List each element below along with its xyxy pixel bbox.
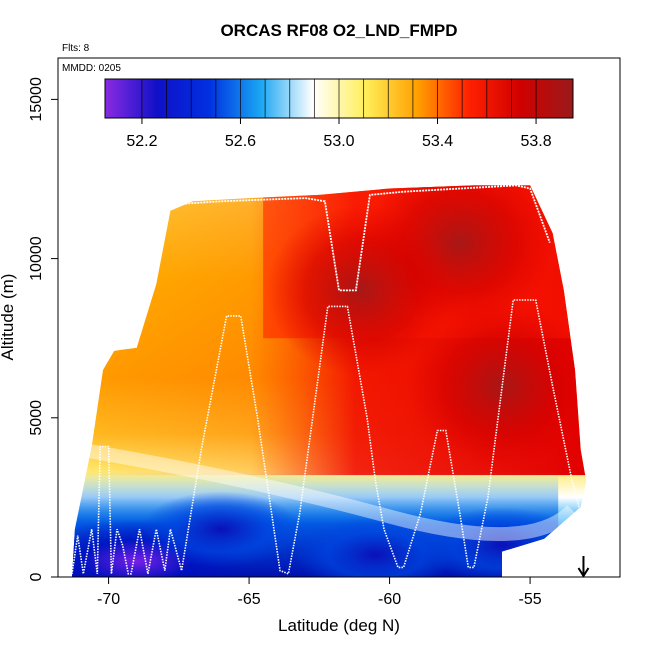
chart-title: ORCAS RF08 O2_LND_FMPD (220, 21, 457, 40)
y-tick-label: 15000 (28, 77, 45, 122)
y-tick-label: 10000 (28, 236, 45, 281)
colorbar-tick-label: 52.2 (126, 133, 157, 150)
field-high-center (266, 205, 457, 376)
colorbar-tick-label: 53.4 (422, 133, 453, 150)
x-axis: -70 -65 -60 -55 (97, 577, 542, 608)
down-arrow-icon (577, 556, 590, 578)
date-note: MMDD: 0205 (62, 63, 121, 74)
x-tick-label: -70 (97, 591, 120, 608)
colorbar-tick-label: 52.6 (225, 133, 256, 150)
y-axis-label: Altitude (m) (0, 274, 17, 361)
heatmap-field (72, 185, 587, 577)
field-low-center (140, 491, 301, 568)
x-tick-label: -65 (238, 591, 261, 608)
plot-frame (57, 57, 621, 578)
field-high-center (406, 300, 587, 471)
y-tick-label: 0 (28, 572, 45, 581)
upper-flight-track-line (170, 184, 551, 292)
colorbar-tick-label: 53.0 (323, 133, 354, 150)
y-axis: 0 5000 10000 15000 (28, 77, 58, 581)
arrow-head (577, 567, 590, 578)
colorbar-divisions (141, 79, 537, 118)
flights-note: Flts: 8 (62, 43, 90, 54)
flight-tracks (65, 184, 582, 575)
flight-track-line (65, 299, 582, 575)
field-low-center (295, 516, 456, 577)
colorbar: 52.2 52.6 53.0 53.4 53.8 (104, 78, 574, 150)
colorbar-tick-label: 53.8 (520, 133, 551, 150)
x-axis-label: Latitude (deg N) (278, 616, 400, 635)
colorbar-ticks: 52.2 52.6 53.0 53.4 53.8 (126, 118, 552, 150)
y-tick-label: 5000 (28, 400, 45, 436)
x-tick-label: -55 (519, 591, 542, 608)
x-tick-label: -60 (378, 591, 401, 608)
